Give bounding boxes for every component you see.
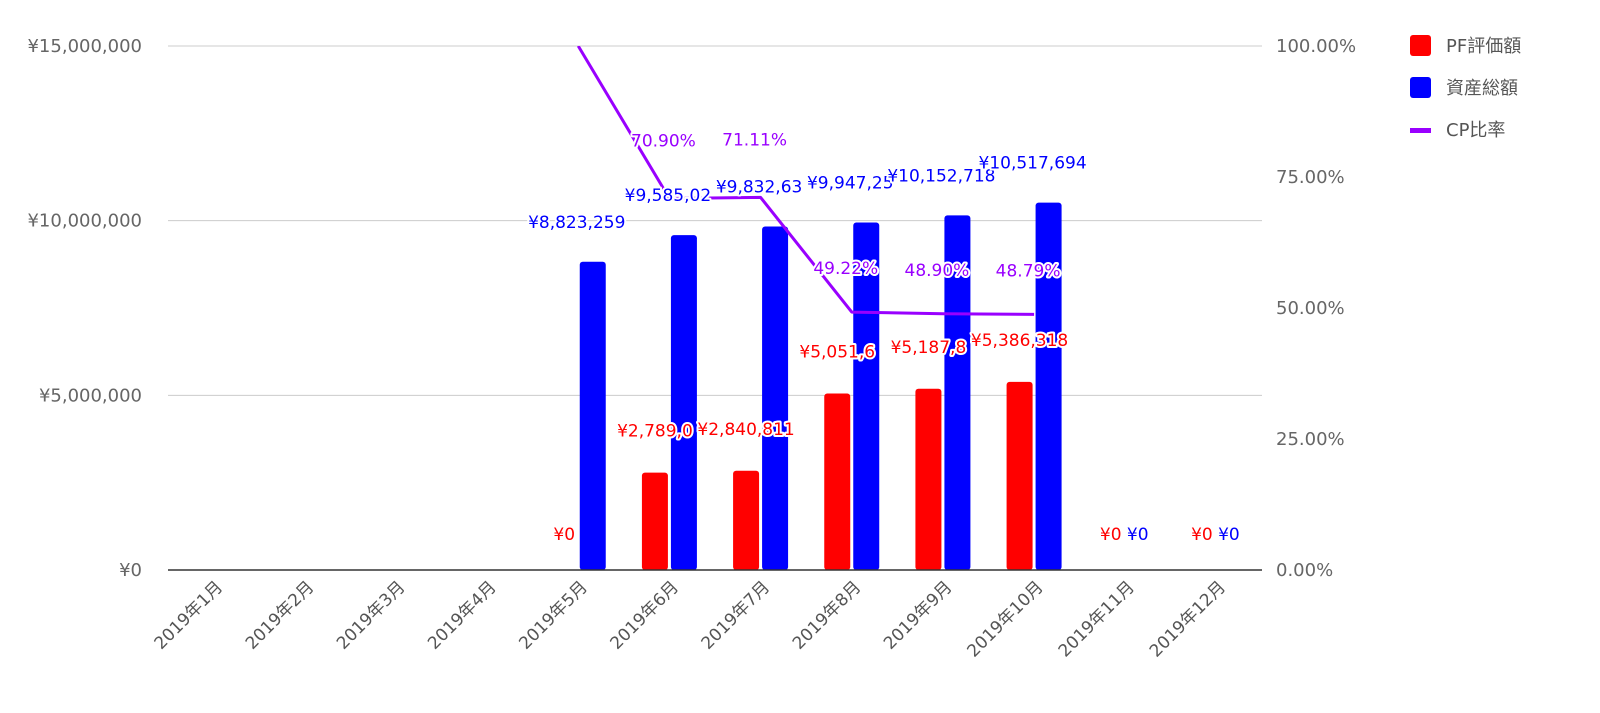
right-tick-label: 25.00% [1276, 429, 1345, 450]
bar-pf-value [641, 472, 668, 570]
legend-label: CP比率 [1446, 120, 1505, 141]
bar-pf-value [1006, 381, 1033, 570]
label-total-assets: ¥9,585,02 [625, 186, 712, 206]
bar-total-assets [579, 261, 606, 570]
legend-swatch [1410, 35, 1431, 56]
label-pf-value: ¥2,840,811 [697, 420, 794, 440]
right-tick-label: 0.00% [1276, 560, 1333, 581]
bar-total-assets [1035, 202, 1062, 570]
left-axis: ¥0 ¥5,000,000 ¥10,000,000 ¥15,000,000 [27, 36, 142, 581]
right-tick-label: 75.00% [1276, 167, 1345, 188]
label-total-assets: ¥0 [1127, 525, 1149, 545]
gridlines [168, 45, 1262, 396]
label-pf-value: ¥0 [1100, 525, 1122, 545]
legend-swatch-line [1410, 128, 1431, 133]
label-pf-value: ¥5,051,6 [799, 343, 875, 363]
x-tick-label: 2019年6月 [607, 577, 683, 653]
x-tick-label: 2019年3月 [333, 577, 409, 653]
label-pf-value: ¥0 [553, 525, 575, 545]
label-total-assets: ¥10,517,694 [979, 154, 1087, 174]
label-total-assets: ¥10,152,718 [887, 166, 995, 186]
legend-swatch [1410, 77, 1431, 98]
legend-label: PF評価額 [1446, 36, 1521, 57]
label-total-assets: ¥9,832,63 [716, 178, 803, 198]
x-tick-label: 2019年1月 [151, 577, 227, 653]
label-cp-ratio: 49.22% [813, 259, 878, 279]
right-tick-label: 100.00% [1276, 36, 1356, 57]
left-tick-label: ¥0 [119, 560, 142, 581]
x-tick-label: 2019年5月 [515, 577, 591, 653]
label-pf-value: ¥0 [1191, 525, 1213, 545]
label-cp-ratio: 71.11% [722, 130, 787, 150]
x-tick-label: 2019年4月 [424, 577, 500, 653]
left-tick-label: ¥15,000,000 [27, 36, 142, 57]
label-total-assets: ¥8,823,259 [528, 213, 625, 233]
label-cp-ratio: 70.90% [631, 131, 696, 151]
data-labels: ¥0 ¥2,789,0 ¥2,840,811 ¥5,051,6 ¥5,187,8 ¥5,3… [526, 128, 1242, 547]
cp-ratio-line-layer [576, 46, 1035, 316]
left-tick-label: ¥10,000,000 [27, 211, 142, 232]
bar-pf-value [824, 393, 851, 570]
label-pf-value: ¥5,386,318 [971, 331, 1068, 351]
bar-total-assets [944, 215, 971, 570]
x-tick-label: 2019年7月 [698, 577, 774, 653]
right-axis: 0.00% 25.00% 50.00% 75.00% 100.00% [1276, 36, 1356, 581]
bars [579, 202, 1062, 570]
x-tick-label: 2019年9月 [880, 577, 956, 653]
bar-total-assets [853, 222, 880, 570]
label-cp-ratio: 48.90% [905, 261, 970, 281]
left-tick-label: ¥5,000,000 [39, 385, 142, 406]
label-pf-value: ¥2,789,0 [617, 422, 693, 442]
x-axis: 2019年1月 2019年2月 2019年3月 2019年4月 2019年5月 2019年… [151, 569, 1262, 661]
legend-label: 資産総額 [1446, 78, 1518, 99]
x-tick-label: 2019年2月 [242, 577, 318, 653]
right-tick-label: 50.00% [1276, 298, 1345, 319]
bar-total-assets [670, 235, 697, 570]
x-tick-label: 2019年11月 [1055, 577, 1139, 661]
x-tick-label: 2019年10月 [964, 577, 1048, 661]
label-total-assets: ¥0 [1218, 525, 1240, 545]
label-total-assets: ¥9,947,25 [807, 174, 894, 194]
label-pf-value: ¥5,187,8 [891, 338, 967, 358]
x-tick-label: 2019年12月 [1146, 577, 1230, 661]
bar-pf-value [733, 470, 760, 570]
cp-ratio-line [576, 46, 1035, 316]
bar-total-assets [762, 226, 789, 570]
label-cp-ratio: 48.79% [996, 261, 1061, 281]
x-tick-label: 2019年8月 [789, 577, 865, 653]
bar-pf-value [915, 388, 942, 570]
